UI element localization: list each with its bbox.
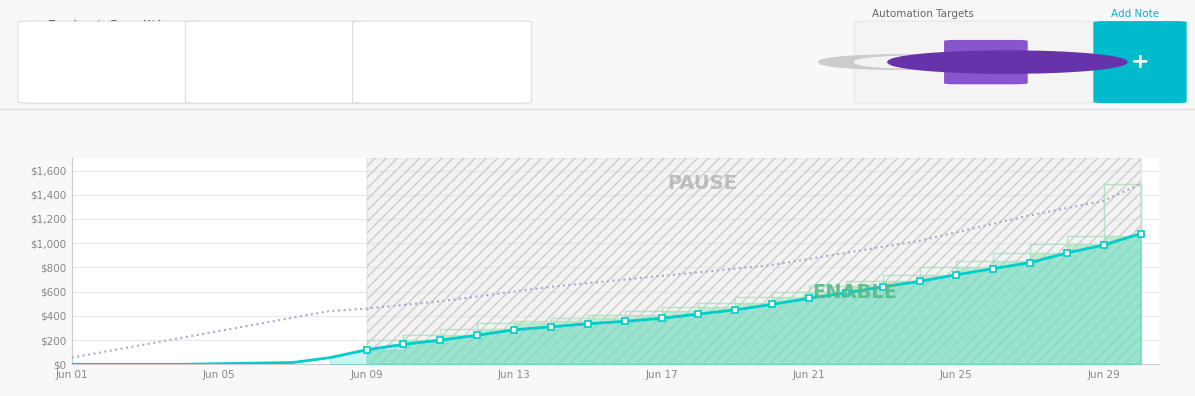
Ideal — [655, 274, 669, 278]
Spend — [433, 338, 447, 343]
Spend — [323, 355, 337, 360]
Ideal — [397, 303, 411, 307]
Text: June 1, 2022  -  June 30, 2022: June 1, 2022 - June 30, 2022 — [30, 58, 195, 68]
Text: Cycle: Cycle — [376, 25, 399, 34]
Ideal — [728, 266, 742, 271]
Ideal — [1097, 198, 1111, 203]
Ideal — [1060, 206, 1074, 210]
Ideal — [249, 322, 263, 327]
Ideal — [507, 289, 521, 294]
Ideal — [581, 281, 595, 286]
Text: ▼: ▼ — [165, 57, 170, 67]
Text: 🚗: 🚗 — [933, 55, 943, 69]
FancyBboxPatch shape — [353, 21, 532, 103]
Text: Current: Current — [376, 85, 423, 97]
Line: Spend: Spend — [72, 234, 1141, 364]
FancyBboxPatch shape — [1093, 21, 1187, 103]
Spend — [507, 327, 521, 332]
Text: Spend: Spend — [42, 85, 81, 97]
Spend — [618, 319, 632, 324]
Ideal — [949, 230, 963, 235]
Ideal — [102, 348, 116, 353]
Spend — [397, 342, 411, 347]
Spend — [728, 307, 742, 312]
Text: View: View — [209, 25, 229, 34]
Ideal — [839, 251, 853, 255]
Spend — [212, 361, 226, 366]
Spend — [949, 272, 963, 277]
Line: Ideal: Ideal — [72, 184, 1141, 358]
Spend — [470, 333, 484, 338]
Ideal — [876, 244, 890, 249]
FancyBboxPatch shape — [854, 21, 1093, 103]
Spend — [544, 324, 558, 329]
Ideal — [544, 284, 558, 289]
Spend — [691, 312, 705, 316]
Text: Add Note: Add Note — [1111, 9, 1159, 19]
Spend — [765, 302, 779, 307]
Ideal — [470, 294, 484, 299]
Spend — [839, 291, 853, 295]
Text: +: + — [1130, 52, 1150, 72]
FancyBboxPatch shape — [18, 21, 197, 103]
Text: Trend: Trend — [209, 85, 244, 97]
Spend — [286, 360, 300, 365]
Ideal — [323, 308, 337, 313]
Ideal — [765, 263, 779, 267]
Spend — [876, 284, 890, 289]
Ideal — [618, 277, 632, 282]
Text: ▼: ▼ — [500, 57, 504, 67]
Circle shape — [819, 55, 974, 69]
Ideal — [1023, 213, 1037, 218]
Spend — [986, 266, 1000, 271]
Spend — [102, 362, 116, 367]
Ideal — [986, 221, 1000, 226]
Text: Automation Targets: Automation Targets — [872, 9, 974, 19]
Ideal — [360, 306, 374, 311]
Ideal — [65, 355, 79, 360]
Ideal — [286, 315, 300, 320]
Spend — [176, 362, 190, 367]
Spend — [249, 361, 263, 366]
Text: ▼: ▼ — [332, 57, 337, 67]
Spend — [1134, 231, 1148, 236]
Ideal — [139, 342, 153, 347]
Text: ✈: ✈ — [1043, 55, 1055, 69]
Spend — [139, 362, 153, 367]
Spend — [655, 316, 669, 321]
Spend — [360, 347, 374, 352]
Ideal — [212, 329, 226, 333]
Ideal — [433, 299, 447, 304]
Text: ✦ Budget Conditions: ✦ Budget Conditions — [30, 20, 189, 35]
Text: ENABLE: ENABLE — [813, 283, 897, 302]
Ideal — [802, 257, 816, 261]
Spend — [1023, 260, 1037, 265]
Text: PAUSE: PAUSE — [668, 173, 737, 192]
Spend — [1060, 251, 1074, 255]
Ideal — [176, 335, 190, 340]
FancyBboxPatch shape — [185, 21, 364, 103]
Spend — [65, 362, 79, 367]
Ideal — [912, 238, 926, 243]
Circle shape — [854, 56, 986, 68]
Ideal — [1134, 181, 1148, 186]
Spend — [912, 279, 926, 284]
Text: Metric: Metric — [42, 25, 68, 34]
Spend — [581, 322, 595, 326]
Spend — [802, 296, 816, 301]
FancyBboxPatch shape — [944, 40, 1028, 84]
Circle shape — [888, 51, 1127, 73]
Ideal — [691, 270, 705, 275]
Spend — [1097, 243, 1111, 248]
